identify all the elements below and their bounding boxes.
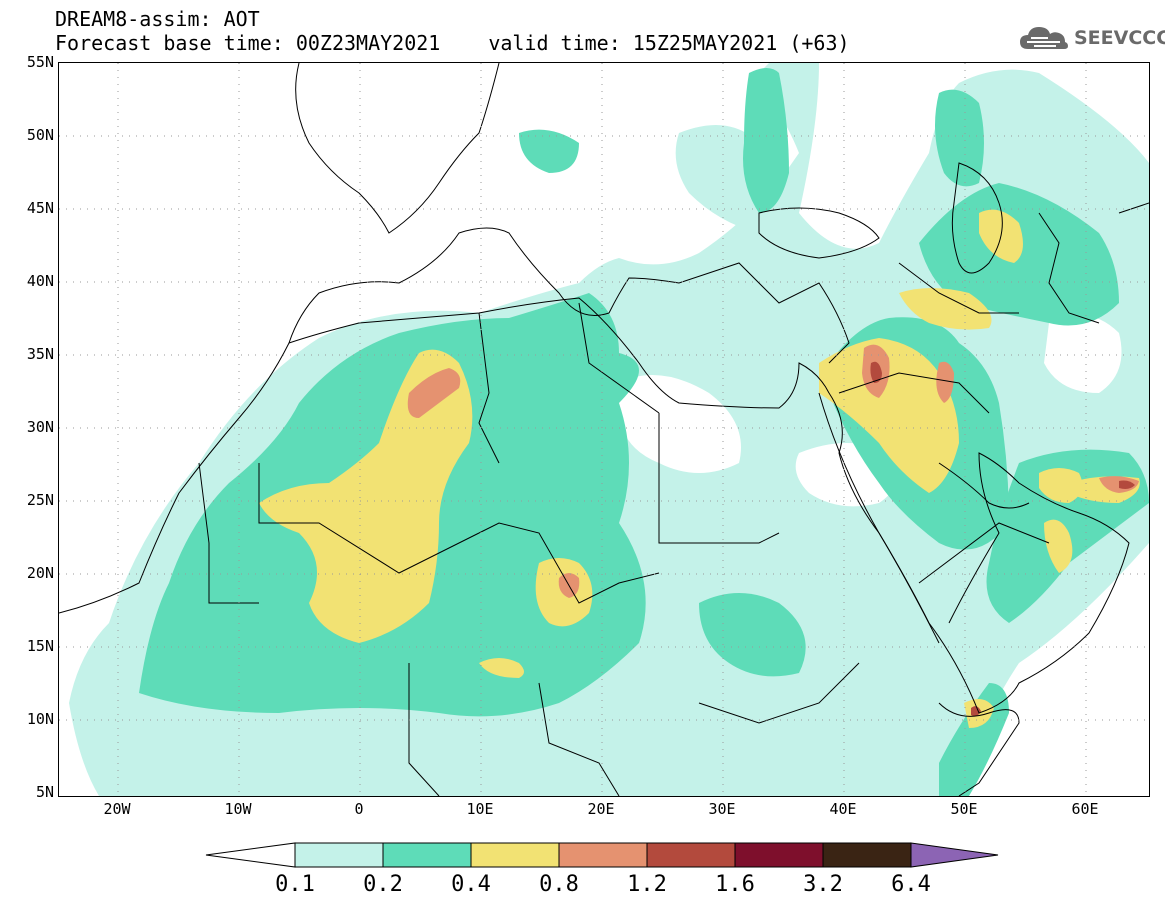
aot-band-0.2 — [935, 89, 984, 187]
colorbar-label: 1.6 — [715, 872, 755, 897]
lat-label: 5N — [35, 783, 54, 801]
lat-label: 15N — [26, 637, 54, 655]
lon-label: 20E — [587, 800, 615, 818]
cloud-icon — [1020, 27, 1068, 49]
aot-band-0.2 — [743, 68, 789, 213]
lon-label: 40E — [829, 800, 857, 818]
logo-text: SEEVCCC — [1074, 27, 1165, 49]
colorbar-label: 0.1 — [275, 872, 315, 897]
colorbar — [205, 842, 999, 868]
colorbar-label: 0.2 — [363, 872, 403, 897]
aot-band-1.2 — [870, 361, 882, 383]
aot-band-0.4 — [479, 658, 524, 678]
aot-band-0.4 — [899, 288, 992, 330]
lat-label: 55N — [26, 53, 54, 71]
colorbar-swatch — [470, 842, 560, 868]
seevccc-logo: SEEVCCC — [1018, 23, 1165, 59]
aot-band-0.2 — [699, 593, 806, 677]
aot-band-0.8 — [936, 361, 954, 403]
colorbar-label: 3.2 — [803, 872, 843, 897]
colorbar-under-triangle — [205, 842, 296, 868]
map-title: DREAM8-assim: AOT — [55, 7, 260, 31]
lat-label: 30N — [26, 418, 54, 436]
lon-label: 30E — [708, 800, 736, 818]
aot-band-0.2 — [519, 129, 579, 173]
colorbar-label: 6.4 — [891, 872, 931, 897]
colorbar-label: 0.4 — [451, 872, 491, 897]
lat-label: 35N — [26, 345, 54, 363]
lon-label: 60E — [1071, 800, 1099, 818]
lat-label: 40N — [26, 272, 54, 290]
base-time: Forecast base time: 00Z23MAY2021 — [55, 31, 441, 55]
lat-label: 45N — [26, 199, 54, 217]
lat-label: 50N — [26, 126, 54, 144]
lon-label: 50E — [950, 800, 978, 818]
aot-band-1.2 — [971, 706, 981, 717]
aot-map — [58, 62, 1150, 797]
colorbar-swatch — [558, 842, 648, 868]
colorbar-swatch — [734, 842, 824, 868]
lat-label: 10N — [26, 710, 54, 728]
colorbar-over-triangle — [910, 842, 999, 868]
aot-band-1.2 — [1119, 480, 1135, 489]
aot-band-0.8 — [407, 368, 461, 418]
aot-contours — [69, 63, 1149, 796]
colorbar-label: 0.8 — [539, 872, 579, 897]
aot-band-0.4 — [1039, 468, 1083, 503]
aot-band-0.4 — [1044, 519, 1073, 573]
lon-label: 0 — [354, 800, 364, 818]
coastlines — [59, 63, 1149, 796]
colorbar-swatch — [822, 842, 912, 868]
lon-label: 10W — [224, 800, 252, 818]
lat-label: 25N — [26, 491, 54, 509]
colorbar-swatch — [382, 842, 472, 868]
lat-label: 20N — [26, 564, 54, 582]
valid-time: valid time: 15Z25MAY2021 (+63) — [488, 31, 850, 55]
lon-label: 20W — [103, 800, 131, 818]
aot-band-0.4 — [259, 349, 473, 643]
colorbar-label: 1.2 — [627, 872, 667, 897]
colorbar-swatch — [646, 842, 736, 868]
forecast-time-line: Forecast base time: 00Z23MAY2021 valid ti… — [55, 32, 850, 54]
lon-label: 10E — [466, 800, 494, 818]
colorbar-swatch — [294, 842, 384, 868]
